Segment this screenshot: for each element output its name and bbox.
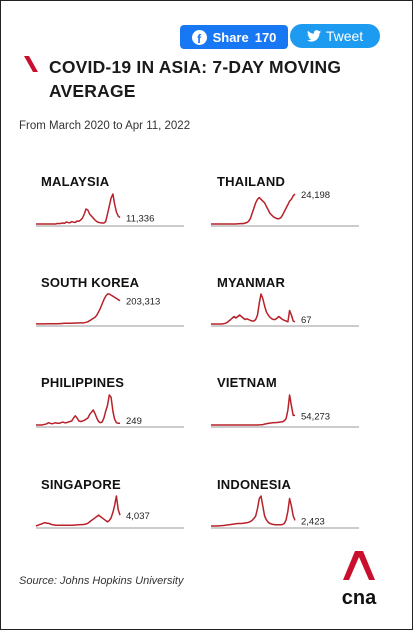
sparkline-series-line [36, 193, 121, 225]
sparkline-series-line [35, 293, 121, 325]
sparkline-philippines: 249 [36, 394, 184, 428]
facebook-icon: f [191, 29, 207, 45]
country-label-malaysia: MALAYSIA [41, 174, 110, 189]
sparkline-last-value-label: 67 [301, 315, 312, 326]
country-label-myanmar: MYANMAR [217, 275, 286, 290]
share-label: Share [212, 29, 249, 45]
svg-text:cna: cna [342, 587, 377, 608]
sparkline-singapore: 4,037 [35, 495, 184, 529]
sparkline-last-value-label: 24,198 [301, 190, 330, 201]
sparkline-vietnam: 54,273 [211, 394, 359, 428]
country-label-thailand: THAILAND [217, 174, 286, 189]
sparkline-series-line [36, 394, 120, 426]
chart-title: COVID-19 IN ASIA: 7-DAY MOVING AVERAGE [49, 57, 342, 101]
sparkline-last-value-label: 11,336 [126, 214, 154, 225]
sparkline-series-line [211, 495, 296, 527]
sparkline-last-value-label: 54,273 [301, 411, 330, 422]
sparkline-last-value-label: 4,037 [126, 511, 150, 522]
sparkline-series-line [211, 394, 295, 426]
twitter-bird-icon [306, 30, 321, 42]
sparkline-last-value-label: 203,313 [126, 297, 160, 308]
sparkline-indonesia: 2,423 [211, 495, 359, 529]
facebook-share-button[interactable]: f Share 170 [180, 25, 288, 49]
sparkline-series-line [35, 495, 121, 527]
sparkline-series-line [211, 193, 296, 225]
cna-logo: cna [342, 551, 377, 608]
title-accent-slash [24, 56, 38, 72]
country-label-south-korea: SOUTH KOREA [41, 275, 140, 290]
sparkline-malaysia: 11,336 [36, 193, 184, 227]
sparkline-series-line [211, 293, 296, 325]
country-label-philippines: PHILIPPINES [41, 375, 125, 390]
sparkline-myanmar: 67 [211, 293, 359, 327]
country-label-indonesia: INDONESIA [217, 477, 292, 492]
chart-subtitle: From March 2020 to Apr 11, 2022 [19, 120, 191, 132]
source-note: Source: Johns Hopkins University [19, 575, 184, 587]
tweet-label: Tweet [325, 28, 364, 44]
country-label-vietnam: VIETNAM [217, 375, 277, 390]
sparkline-last-value-label: 2,423 [301, 516, 325, 527]
sparkline-thailand: 24,198 [211, 190, 359, 227]
country-label-singapore: SINGAPORE [41, 477, 121, 492]
sparkline-south-korea: 203,313 [35, 293, 184, 327]
sparkline-last-value-label: 249 [126, 416, 142, 427]
tweet-button[interactable]: Tweet [290, 24, 380, 48]
share-count: 170 [254, 29, 277, 45]
